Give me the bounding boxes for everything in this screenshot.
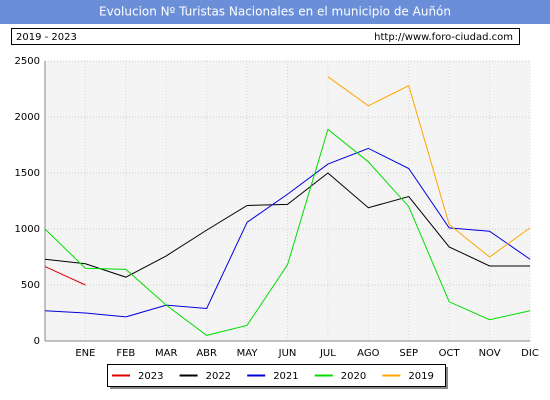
subtitle: 2019 - 2023 [16, 32, 77, 43]
legend-box [107, 364, 446, 387]
series-line [44, 128, 531, 336]
source: http://www.foro-ciudad.com [374, 32, 513, 43]
y-tick-label: 2500 [15, 56, 40, 67]
legend-label: 2023 [138, 371, 163, 382]
plot-area [45, 61, 530, 341]
chart-title: Evolucion Nº Turistas Nacionales en el m… [99, 5, 451, 19]
y-tick-label: 1500 [15, 168, 40, 179]
x-tick-label: ENE [75, 348, 95, 359]
title-bar [0, 0, 550, 24]
series-line [327, 76, 531, 258]
x-tick-label: JUN [278, 348, 297, 359]
x-tick-label: FEB [116, 348, 135, 359]
legend-label: 2021 [273, 371, 298, 382]
x-tick-label: SEP [399, 348, 418, 359]
x-tick-label: NOV [479, 348, 501, 359]
y-tick-label: 500 [21, 280, 40, 291]
series-line [44, 172, 530, 278]
y-tick-label: 0 [34, 336, 40, 347]
legend-label: 2020 [341, 371, 366, 382]
x-tick-label: MAY [237, 348, 259, 359]
series-line [44, 147, 531, 318]
legend-label: 2019 [408, 371, 433, 382]
subtitle-box [11, 28, 520, 45]
x-tick-label: MAR [155, 348, 177, 359]
x-tick-label: JUL [319, 348, 336, 359]
x-tick-label: OCT [439, 348, 461, 359]
x-tick-label: AGO [357, 348, 379, 359]
legend-label: 2022 [206, 371, 231, 382]
y-tick-label: 2000 [15, 112, 40, 123]
x-tick-label: ABR [196, 348, 217, 359]
y-tick-label: 1000 [15, 224, 40, 235]
series-line [44, 266, 86, 286]
x-tick-label: DIC [521, 348, 539, 359]
